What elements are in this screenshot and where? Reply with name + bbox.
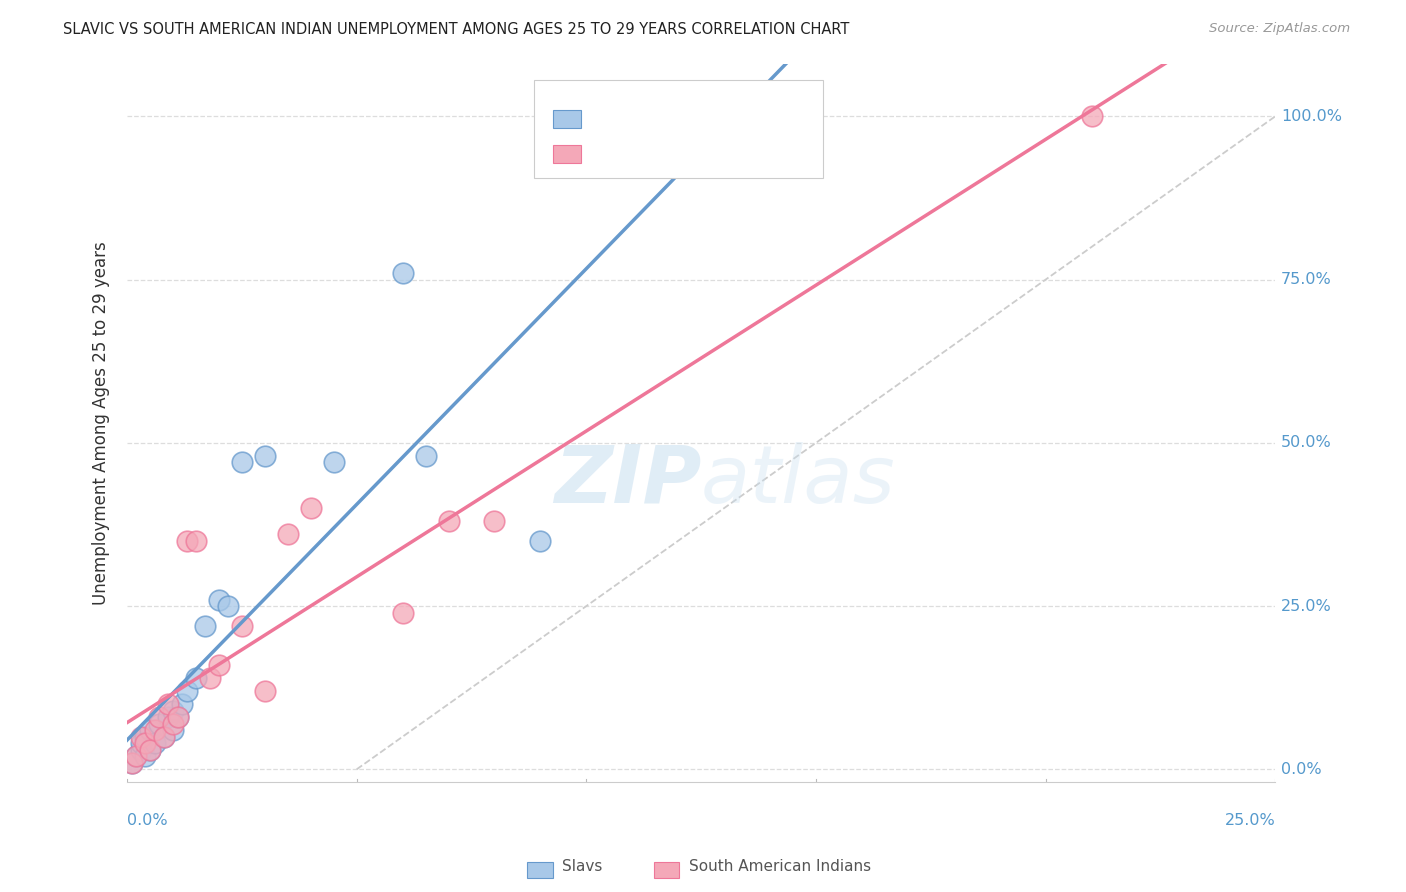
Point bbox=[194, 618, 217, 632]
Point bbox=[121, 756, 143, 770]
Point bbox=[148, 710, 170, 724]
Point bbox=[157, 697, 180, 711]
Point bbox=[231, 618, 253, 632]
Text: 25.0%: 25.0% bbox=[1225, 813, 1275, 828]
Point bbox=[415, 449, 437, 463]
Point bbox=[129, 743, 152, 757]
Point bbox=[253, 684, 276, 698]
Point bbox=[391, 606, 413, 620]
Point bbox=[166, 710, 188, 724]
Point bbox=[143, 736, 166, 750]
Text: 50.0%: 50.0% bbox=[1281, 435, 1331, 450]
Text: R = 0.739: R = 0.739 bbox=[592, 105, 683, 123]
Point bbox=[208, 657, 231, 672]
Point bbox=[148, 716, 170, 731]
Text: 0.0%: 0.0% bbox=[127, 813, 167, 828]
Text: Slavs: Slavs bbox=[562, 859, 603, 873]
Point bbox=[139, 743, 162, 757]
Text: 100.0%: 100.0% bbox=[1281, 109, 1343, 124]
Point bbox=[208, 592, 231, 607]
Point bbox=[121, 756, 143, 770]
Point bbox=[125, 749, 148, 764]
Point bbox=[184, 671, 207, 685]
Text: 0.0%: 0.0% bbox=[1281, 762, 1322, 777]
Point bbox=[139, 723, 162, 738]
Point bbox=[162, 723, 184, 738]
Point bbox=[184, 533, 207, 548]
Point bbox=[1080, 109, 1102, 123]
Point bbox=[322, 455, 344, 469]
Point bbox=[217, 599, 239, 613]
Text: 25.0%: 25.0% bbox=[1281, 599, 1331, 614]
Point bbox=[162, 716, 184, 731]
Text: SLAVIC VS SOUTH AMERICAN INDIAN UNEMPLOYMENT AMONG AGES 25 TO 29 YEARS CORRELATI: SLAVIC VS SOUTH AMERICAN INDIAN UNEMPLOY… bbox=[63, 22, 849, 37]
Point bbox=[152, 730, 174, 744]
Point bbox=[166, 710, 188, 724]
Point bbox=[129, 730, 152, 744]
Point bbox=[437, 514, 460, 528]
Point bbox=[484, 514, 506, 528]
Point bbox=[139, 743, 162, 757]
Point bbox=[134, 730, 156, 744]
Point bbox=[172, 697, 194, 711]
Point bbox=[277, 527, 299, 541]
Point bbox=[125, 749, 148, 764]
Point bbox=[253, 449, 276, 463]
Point bbox=[129, 736, 152, 750]
Text: ZIP: ZIP bbox=[554, 442, 702, 520]
Point bbox=[134, 736, 156, 750]
Point bbox=[529, 533, 551, 548]
Point bbox=[299, 501, 322, 516]
Point bbox=[176, 533, 198, 548]
Point bbox=[152, 730, 174, 744]
Point bbox=[198, 671, 221, 685]
Text: R = 0.884: R = 0.884 bbox=[592, 141, 682, 159]
Point bbox=[176, 684, 198, 698]
Point bbox=[391, 266, 413, 280]
Text: Source: ZipAtlas.com: Source: ZipAtlas.com bbox=[1209, 22, 1350, 36]
Point bbox=[134, 749, 156, 764]
Point bbox=[231, 455, 253, 469]
Text: N = 27: N = 27 bbox=[700, 105, 762, 123]
Text: atlas: atlas bbox=[702, 442, 896, 520]
Text: South American Indians: South American Indians bbox=[689, 859, 872, 873]
Point bbox=[162, 704, 184, 718]
Text: N = 23: N = 23 bbox=[700, 141, 762, 159]
Point bbox=[157, 710, 180, 724]
Y-axis label: Unemployment Among Ages 25 to 29 years: Unemployment Among Ages 25 to 29 years bbox=[93, 242, 110, 605]
Text: 75.0%: 75.0% bbox=[1281, 272, 1331, 287]
Point bbox=[143, 723, 166, 738]
